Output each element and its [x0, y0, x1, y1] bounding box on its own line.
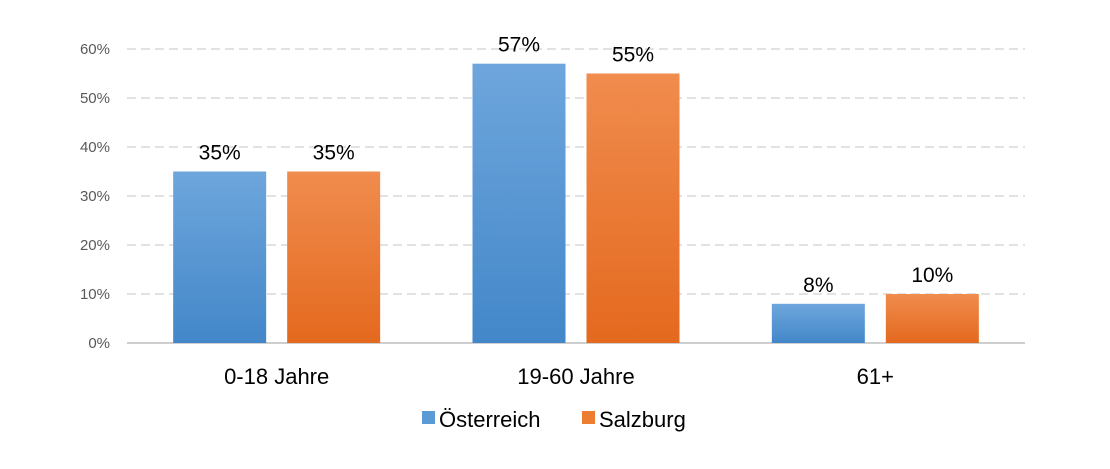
- bar--sterreich-1: [472, 63, 566, 343]
- legend-label: Salzburg: [599, 407, 686, 432]
- x-tick-label: 0-18 Jahre: [224, 364, 329, 389]
- data-label: 55%: [612, 44, 654, 67]
- y-tick-label: 0%: [88, 335, 110, 352]
- bar--sterreich-2: [771, 303, 865, 343]
- bar--sterreich-0: [173, 171, 267, 343]
- y-tick-label: 10%: [80, 286, 110, 303]
- y-tick-label: 50%: [80, 90, 110, 107]
- data-label: 10%: [911, 264, 953, 287]
- y-tick-label: 20%: [80, 237, 110, 254]
- x-tick-label: 61+: [857, 364, 894, 389]
- data-label: 8%: [803, 274, 833, 297]
- bars: [173, 63, 979, 343]
- x-axis-ticks: 0-18 Jahre 19-60 Jahre 61+: [224, 364, 894, 389]
- legend: Österreich Salzburg: [422, 407, 686, 432]
- data-label: 57%: [498, 34, 540, 57]
- data-labels: 35% 35% 57% 55% 8% 10%: [199, 34, 954, 297]
- gridlines: [127, 48, 1025, 344]
- data-label: 35%: [313, 142, 355, 165]
- bar-salzburg-0: [287, 171, 381, 343]
- y-axis-ticks: 0% 10% 20% 30% 40% 50% 60%: [80, 41, 110, 352]
- bar-salzburg-1: [586, 73, 680, 343]
- bar-salzburg-2: [885, 294, 979, 343]
- legend-swatch: [582, 411, 595, 424]
- legend-swatch: [422, 411, 435, 424]
- y-tick-label: 60%: [80, 41, 110, 58]
- y-tick-label: 40%: [80, 139, 110, 156]
- y-tick-label: 30%: [80, 188, 110, 205]
- x-tick-label: 19-60 Jahre: [517, 364, 634, 389]
- data-label: 35%: [199, 142, 241, 165]
- legend-label: Österreich: [439, 407, 540, 432]
